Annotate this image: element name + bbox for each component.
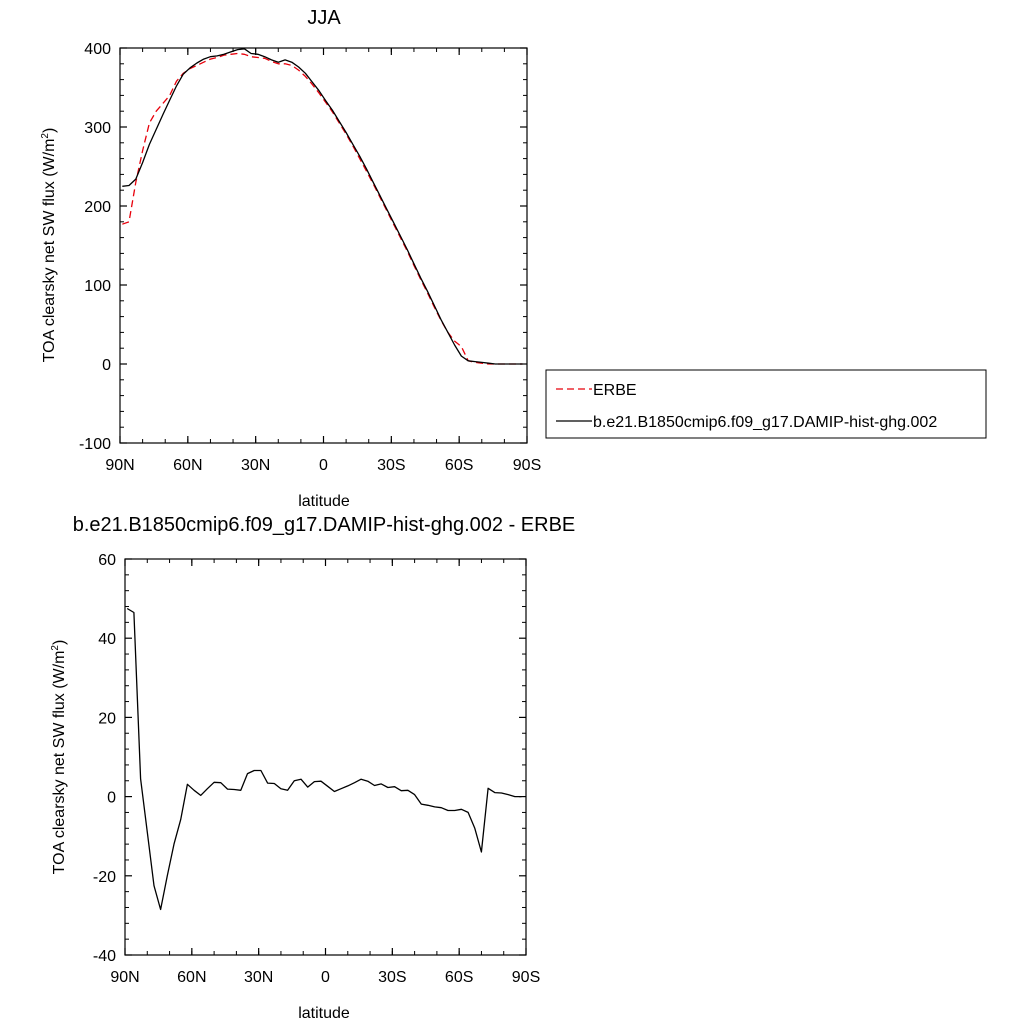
bottom-x-tick-label: 90N bbox=[110, 969, 139, 986]
legend-label-erbe: ERBE bbox=[593, 382, 637, 399]
bottom-x-tick-label: 30N bbox=[244, 969, 273, 986]
top-series-line-erbe bbox=[122, 52, 523, 365]
top-y-tick-label: 200 bbox=[84, 199, 111, 216]
top-x-tick-label: 60N bbox=[173, 457, 202, 474]
top-x-tick-label: 30S bbox=[377, 457, 405, 474]
top-y-tick-label: 100 bbox=[84, 278, 111, 295]
top-series-line-model bbox=[122, 48, 523, 365]
top-panel: JJA 90N 60N 30N 0 30S 60S 90S -100 0 100 200 300 400… bbox=[40, 7, 987, 510]
bottom-y-tick-label: 0 bbox=[107, 790, 116, 807]
bottom-chart-title: b.e21.B1850cmip6.f09_g17.DAMIP-hist-ghg.… bbox=[73, 514, 576, 536]
bottom-y-axis-label: TOA clearsky net SW flux (W/m2) bbox=[50, 640, 68, 875]
top-y-tick-label: 300 bbox=[84, 120, 111, 137]
bottom-x-axis-label: latitude bbox=[298, 1005, 350, 1022]
top-y-tick-label: 400 bbox=[84, 41, 111, 58]
top-x-tick-label: 90S bbox=[513, 457, 541, 474]
bottom-y-tick-label: -40 bbox=[93, 948, 116, 965]
top-chart-title: JJA bbox=[307, 7, 341, 29]
bottom-axes-group: 90N 60N 30N 0 30S 60S 90S -40 -20 0 20 40 60 bbox=[93, 552, 540, 986]
bottom-series-line-model bbox=[126, 607, 522, 911]
legend-box bbox=[545, 369, 987, 439]
bottom-y-tick-label: 40 bbox=[98, 631, 116, 648]
bottom-x-tick-label: 30S bbox=[378, 969, 406, 986]
bottom-x-tick-label: 90S bbox=[512, 969, 540, 986]
top-y-tick-label: 0 bbox=[102, 357, 111, 374]
top-y-axis-label: TOA clearsky net SW flux (W/m2) bbox=[40, 128, 58, 363]
top-x-tick-label: 90N bbox=[105, 457, 134, 474]
bottom-y-tick-label: 20 bbox=[98, 710, 116, 727]
legend: ERBE b.e21.B1850cmip6.f09_g17.DAMIP-hist… bbox=[545, 369, 987, 439]
top-x-tick-label: 60S bbox=[445, 457, 473, 474]
top-x-axis-label: latitude bbox=[298, 493, 350, 510]
bottom-plot-frame bbox=[124, 558, 527, 956]
bottom-panel: b.e21.B1850cmip6.f09_g17.DAMIP-hist-ghg.… bbox=[50, 514, 575, 1022]
bottom-x-tick-label: 60N bbox=[177, 969, 206, 986]
top-y-tick-label: -100 bbox=[79, 436, 111, 453]
legend-label-model: b.e21.B1850cmip6.f09_g17.DAMIP-hist-ghg.… bbox=[593, 414, 937, 431]
top-axes-group: 90N 60N 30N 0 30S 60S 90S -100 0 100 200 300 400 bbox=[79, 41, 541, 474]
bottom-y-tick-label: 60 bbox=[98, 552, 116, 569]
bottom-x-tick-label: 60S bbox=[445, 969, 473, 986]
top-plot-frame bbox=[119, 47, 528, 444]
bottom-series-group bbox=[126, 607, 522, 911]
bottom-y-tick-label: -20 bbox=[93, 869, 116, 886]
top-series-group bbox=[122, 48, 523, 365]
bottom-x-tick-label: 0 bbox=[321, 969, 330, 986]
top-x-tick-label: 0 bbox=[319, 457, 328, 474]
top-x-tick-label: 30N bbox=[241, 457, 270, 474]
